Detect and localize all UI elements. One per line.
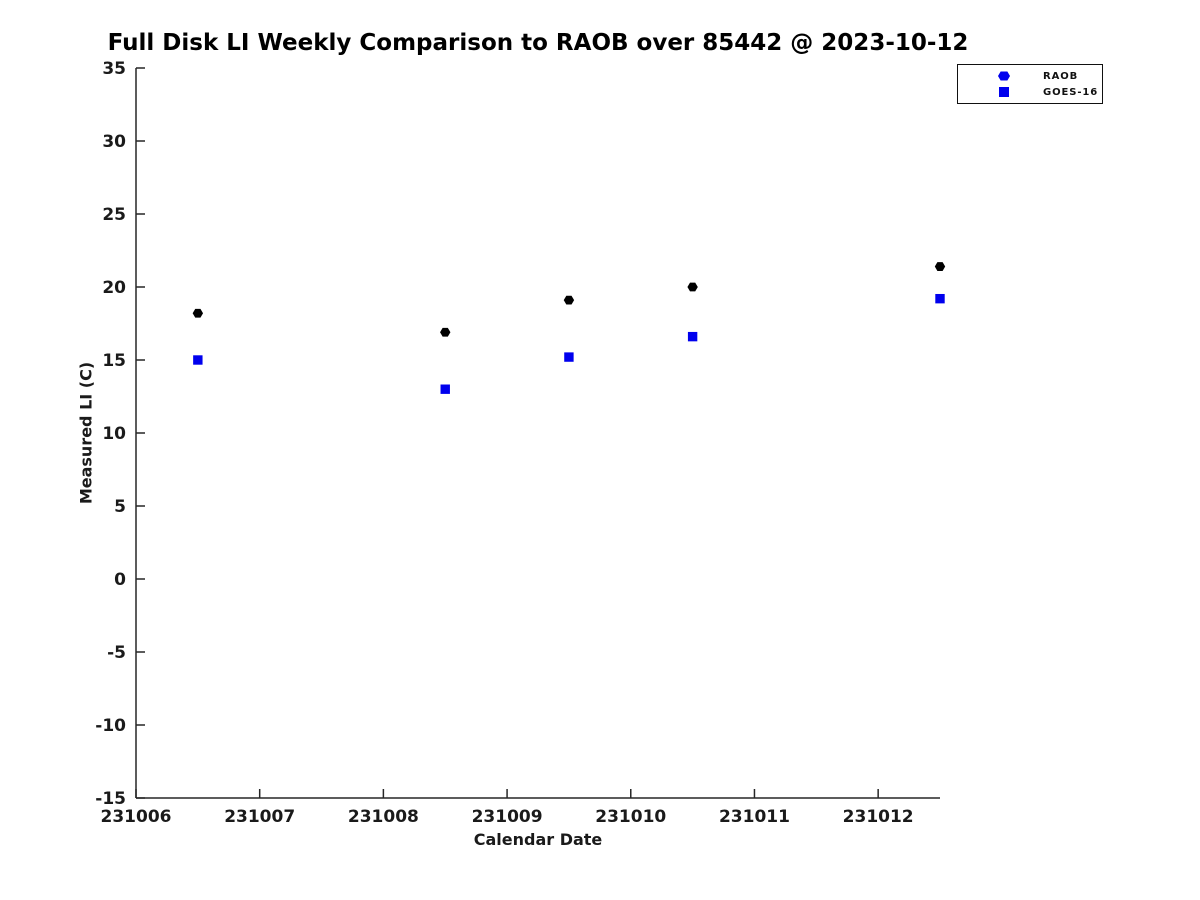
x-axis-label: Calendar Date (473, 830, 603, 849)
data-point-goes-16 (440, 384, 450, 394)
data-point-goes-16 (687, 331, 698, 342)
x-tick-label: 231010 (595, 807, 666, 827)
y-axis-label: Measured LI (C) (76, 361, 96, 505)
y-tick-label: -15 (95, 789, 126, 809)
x-tick-label: 231011 (719, 807, 790, 827)
y-tick-label: 5 (114, 497, 126, 517)
y-tick-label: 15 (102, 351, 126, 371)
data-point-raob (563, 295, 575, 305)
x-tick-label: 231009 (472, 807, 543, 827)
legend: RAOB GOES-16 (957, 64, 1103, 104)
y-tick-label: 30 (102, 132, 126, 152)
data-point-goes-16 (564, 352, 574, 362)
raob-hexagon-icon (998, 70, 1010, 82)
x-tick-label: 231012 (843, 807, 914, 827)
x-tick-label: 231006 (101, 807, 172, 827)
data-point-raob (934, 262, 946, 271)
y-tick-label: -10 (95, 716, 126, 736)
x-tick-label: 231008 (348, 807, 419, 827)
goes16-square-icon (998, 86, 1010, 98)
x-tick-label: 231007 (224, 807, 295, 827)
data-point-goes-16 (935, 293, 945, 304)
data-point-goes-16 (193, 355, 203, 365)
y-tick-label: 35 (102, 59, 126, 79)
y-tick-label: 20 (102, 278, 126, 298)
data-point-raob (440, 327, 451, 337)
chart-title: Full Disk LI Weekly Comparison to RAOB o… (107, 30, 969, 56)
y-tick-label: -5 (107, 643, 126, 663)
y-tick-label: 25 (102, 205, 126, 225)
legend-item-goes16: GOES-16 (958, 84, 1102, 100)
legend-item-raob: RAOB (958, 68, 1102, 84)
y-tick-label: 0 (114, 570, 126, 590)
legend-label-goes16: GOES-16 (1043, 86, 1099, 98)
y-tick-label: 10 (102, 424, 126, 444)
data-point-raob (687, 282, 698, 292)
data-point-raob (192, 308, 204, 318)
legend-label-raob: RAOB (1043, 70, 1079, 82)
